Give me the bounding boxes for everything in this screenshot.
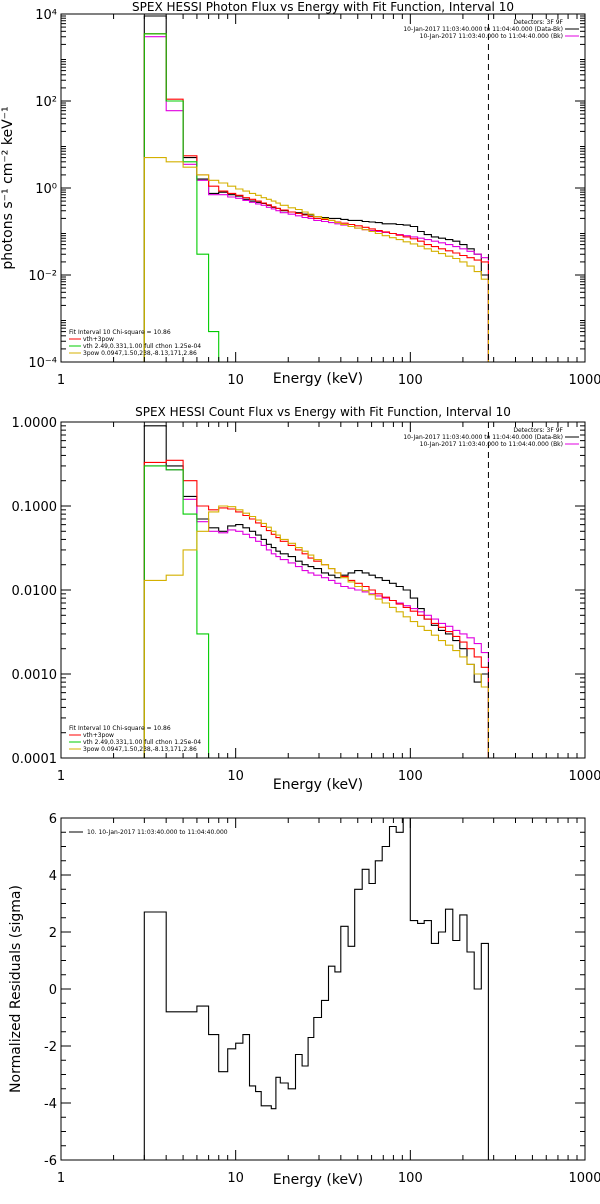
y-tick-label: -6 [44, 1154, 57, 1169]
legend-entry: 3pow 0.0947,1.50,238,-8.13,171,2.86 [83, 350, 197, 357]
y-tick-label: 0.0010 [12, 668, 58, 683]
legend-entry: vth+3pow [83, 732, 114, 739]
y-tick-label: 10⁰ [35, 182, 57, 197]
series-line-0 [144, 818, 488, 1165]
series-line-2 [144, 34, 488, 367]
legend-fit: Fit Interval 10 Chi-square = 10.86vth+3p… [69, 329, 201, 357]
series-line-1 [144, 466, 488, 763]
x-axis: 1 10 100 1000 [57, 818, 600, 1186]
y-tick-label: 10⁻² [28, 269, 57, 284]
x-tick-label: 1000 [568, 373, 600, 388]
series-line-4 [144, 158, 488, 367]
y-tick-label: 0.0001 [12, 752, 58, 767]
x-axis-label: Energy (keV) [273, 777, 363, 793]
legend-entry: Fit Interval 10 Chi-square = 10.86 [69, 329, 171, 336]
legend-entry: 10-Jan-2017 11:03:40.000 to 11:04:40.000… [420, 441, 563, 448]
y-tick-label: -4 [44, 1097, 57, 1112]
legend-entry: vth 2.49,0.331,1.00 full cthon 1.25e-04 [83, 343, 201, 350]
chart-title: SPEX HESSI Count Flux vs Energy with Fit… [135, 405, 511, 419]
y-tick-label: 4 [49, 869, 57, 884]
legend-entry: vth+3pow [83, 336, 114, 343]
y-tick-label: -2 [44, 1040, 57, 1055]
photon-flux-panel: SPEX HESSI Photon Flux vs Energy with Fi… [0, 0, 600, 388]
legend-entry: 10-Jan-2017 11:03:40.000 to 11:04:40.000… [420, 33, 563, 40]
y-tick-label: 10² [35, 95, 57, 110]
x-tick-label: 10 [227, 1171, 244, 1186]
legend-fit: Fit Interval 10 Chi-square = 10.86vth+3p… [69, 725, 201, 753]
x-tick-label: 100 [398, 373, 423, 388]
x-tick-label: 1 [57, 769, 65, 784]
series-group [144, 426, 488, 763]
legend-entry: 10-Jan-2017 11:03:40.000 to 11:04:40.000… [403, 434, 563, 441]
series-group [144, 818, 488, 1165]
legend-entry: Detectors: 3F 9F [513, 427, 563, 434]
y-tick-label: 10⁴ [35, 8, 57, 23]
x-tick-label: 1 [57, 1171, 65, 1186]
series-line-0 [144, 426, 488, 763]
y-axis-label: Normalized Residuals (sigma) [8, 885, 24, 1093]
legend-entry: 10. 10-Jan-2017 11:03:40.000 to 11:04:40… [87, 829, 228, 836]
series-line-0 [144, 16, 488, 367]
count-flux-panel: SPEX HESSI Count Flux vs Energy with Fit… [12, 405, 600, 793]
series-line-3 [144, 34, 218, 367]
series-group [144, 16, 488, 367]
x-tick-label: 100 [398, 1171, 423, 1186]
y-tick-label: 0.1000 [12, 500, 58, 515]
series-line-2 [144, 460, 488, 763]
x-tick-label: 1000 [568, 1171, 600, 1186]
x-axis-label: Energy (keV) [273, 371, 363, 387]
plot-frame [61, 14, 585, 362]
y-axis: 10⁻⁴ 10⁻² 10⁰ 10² 10⁴ [28, 8, 585, 371]
y-tick-label: 0.0100 [12, 584, 58, 599]
x-axis-label: Energy (keV) [273, 1172, 363, 1188]
y-tick-label: 1.0000 [12, 416, 58, 431]
legend-entry: Detectors: 3F 9F [513, 19, 563, 26]
y-tick-label: 0 [49, 983, 57, 998]
x-tick-label: 1 [57, 373, 65, 388]
legend-entry: Fit Interval 10 Chi-square = 10.86 [69, 725, 171, 732]
y-axis-label: photons s⁻¹ cm⁻² keV⁻¹ [0, 106, 16, 269]
series-line-4 [144, 506, 488, 763]
plot-frame [61, 422, 585, 758]
legend-interval: 10. 10-Jan-2017 11:03:40.000 to 11:04:40… [69, 829, 228, 836]
x-tick-label: 10 [227, 373, 244, 388]
x-tick-label: 1000 [568, 769, 600, 784]
residuals-panel: 1 10 100 1000 -6 -4 -2 0 2 4 6 Energy (keV) Normaliz… [8, 812, 600, 1188]
x-tick-label: 10 [227, 769, 244, 784]
x-tick-label: 100 [398, 769, 423, 784]
series-line-1 [144, 37, 488, 367]
legend-entry: 3pow 0.0947,1.50,238,-8.13,171,2.86 [83, 746, 197, 753]
legend-entry: vth 2.49,0.331,1.00 full cthon 1.25e-04 [83, 739, 201, 746]
legend-entry: 10-Jan-2017 11:03:40.000 to 11:04:40.000… [403, 26, 563, 33]
series-line-3 [144, 466, 218, 763]
chart-title: SPEX HESSI Photon Flux vs Energy with Fi… [132, 0, 514, 14]
y-tick-label: 10⁻⁴ [28, 356, 57, 371]
y-axis: -6 -4 -2 0 2 4 6 [44, 812, 585, 1169]
plot-frame [61, 818, 585, 1160]
y-tick-label: 6 [49, 812, 57, 827]
y-tick-label: 2 [49, 926, 57, 941]
y-axis: 0.0001 0.0010 0.0100 0.1000 1.0000 [12, 416, 586, 767]
